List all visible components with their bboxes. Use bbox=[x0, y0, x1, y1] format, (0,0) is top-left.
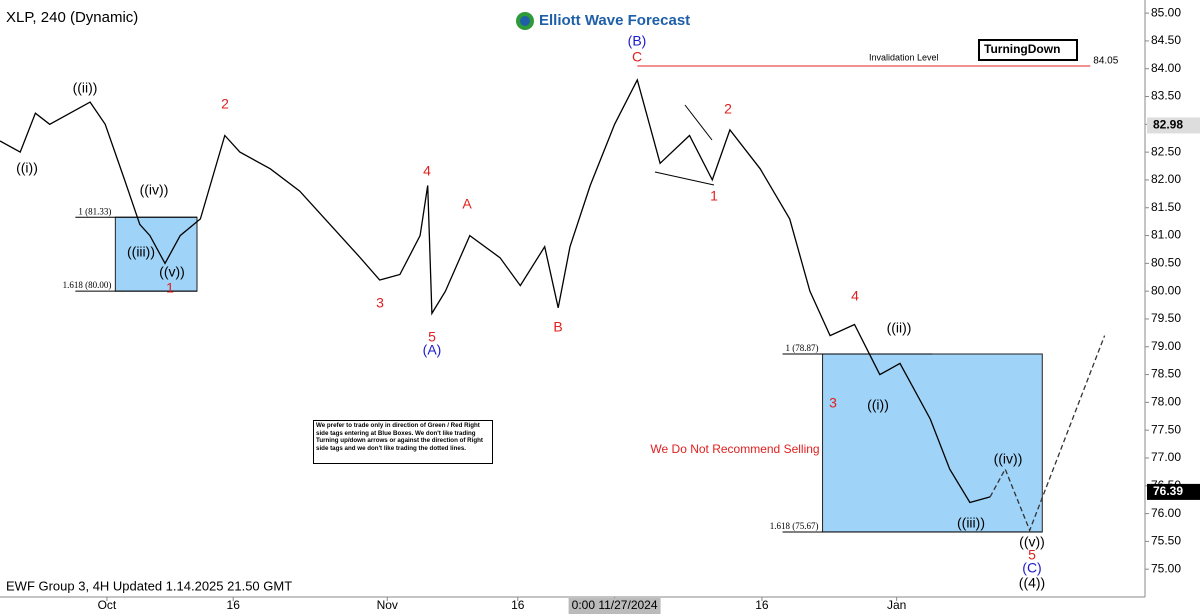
y-tick-label: 78.50 bbox=[1151, 367, 1181, 381]
wave-label: 3 bbox=[829, 395, 837, 411]
wave-label: ((ii)) bbox=[887, 320, 912, 336]
y-tick-label: 82.00 bbox=[1151, 172, 1181, 186]
brand: Elliott Wave Forecast bbox=[539, 12, 690, 29]
wave-label: ((iv)) bbox=[140, 182, 169, 198]
triangle-line bbox=[684, 104, 713, 141]
y-tick-label: 82.50 bbox=[1151, 144, 1181, 158]
warning: We Do Not Recommend Selling bbox=[650, 442, 819, 456]
x-tick-label: Jan bbox=[887, 598, 906, 612]
y-tick-label: 77.50 bbox=[1151, 422, 1181, 436]
wave-label: 4 bbox=[851, 288, 859, 304]
wave-label: ((iii)) bbox=[957, 515, 985, 531]
badge: TurningDown bbox=[984, 42, 1060, 56]
wave-label: (B) bbox=[628, 33, 647, 49]
y-tick-label: 75.50 bbox=[1151, 534, 1181, 548]
price-tag-bg bbox=[1147, 117, 1200, 134]
x-tick-label: Nov bbox=[377, 598, 398, 612]
wave-label: 2 bbox=[221, 96, 229, 112]
y-tick-label: 84.00 bbox=[1151, 61, 1181, 75]
box-label: 1 (81.33) bbox=[78, 206, 111, 216]
box-label: 1.618 (80.00) bbox=[63, 280, 112, 290]
x-tick-label: 16 bbox=[227, 598, 241, 612]
x-tick-label: 16 bbox=[755, 598, 769, 612]
y-tick-label: 77.00 bbox=[1151, 450, 1181, 464]
y-tick-label: 81.00 bbox=[1151, 228, 1181, 242]
x-tick-label: 16 bbox=[511, 598, 525, 612]
footer: EWF Group 3, 4H Updated 1.14.2025 21.50 … bbox=[6, 578, 292, 593]
wave-label: ((iv)) bbox=[994, 451, 1023, 467]
wave-label: ((v)) bbox=[159, 264, 185, 280]
wave-label: 2 bbox=[724, 101, 732, 117]
wave-label: ((4)) bbox=[1019, 575, 1045, 591]
y-tick-label: 79.50 bbox=[1151, 311, 1181, 325]
wave-label: (C) bbox=[1022, 560, 1041, 576]
wave-label: B bbox=[553, 319, 562, 335]
price-tag-bg bbox=[1147, 483, 1200, 500]
price-line bbox=[0, 78, 991, 504]
wave-label: ((iii)) bbox=[127, 244, 155, 260]
box-label: 1 (78.87) bbox=[786, 343, 819, 353]
wave-label: ((i)) bbox=[16, 160, 38, 176]
price-tag: 82.98 bbox=[1153, 118, 1183, 132]
y-tick-label: 78.00 bbox=[1151, 395, 1181, 409]
wave-label: C bbox=[632, 49, 642, 65]
price-tag: 76.39 bbox=[1153, 484, 1183, 498]
note: We prefer to trade only in direction of … bbox=[313, 420, 493, 464]
wave-label: 4 bbox=[423, 163, 431, 179]
box-label: 1.618 (75.67) bbox=[770, 521, 819, 531]
y-tick-label: 79.00 bbox=[1151, 339, 1181, 353]
wave-label: ((v)) bbox=[1019, 534, 1045, 550]
wave-label: ((i)) bbox=[867, 397, 889, 413]
y-tick-label: 76.00 bbox=[1151, 506, 1181, 520]
wave-label: 3 bbox=[376, 295, 384, 311]
wave-label: 1 bbox=[710, 188, 718, 204]
wave-label: 1 bbox=[166, 280, 174, 296]
y-tick-label: 81.50 bbox=[1151, 200, 1181, 214]
wave-label: (A) bbox=[423, 342, 442, 358]
x-tick-label: 0:00 11/27/2024 bbox=[572, 598, 658, 612]
triangle-line bbox=[654, 171, 715, 186]
invalidation-label: Invalidation Level bbox=[869, 52, 939, 62]
chart-title: XLP, 240 (Dynamic) bbox=[6, 9, 138, 26]
y-tick-label: 80.00 bbox=[1151, 283, 1181, 297]
x-tick-label: Oct bbox=[98, 598, 117, 612]
wave-label: A bbox=[462, 196, 472, 212]
y-tick-label: 75.00 bbox=[1151, 561, 1181, 575]
y-tick-label: 83.50 bbox=[1151, 89, 1181, 103]
wave-label: 5 bbox=[1028, 547, 1036, 563]
blue-box bbox=[822, 353, 1043, 533]
y-tick-label: 84.50 bbox=[1151, 33, 1181, 47]
y-tick-label: 85.00 bbox=[1151, 5, 1181, 19]
logo-icon-inner bbox=[520, 16, 530, 26]
blue-box bbox=[114, 216, 198, 292]
invalidation-value: 84.05 bbox=[1093, 56, 1118, 67]
y-tick-label: 80.50 bbox=[1151, 256, 1181, 270]
price-line bbox=[989, 335, 1106, 533]
wave-label: 5 bbox=[428, 329, 436, 345]
crosshair-label-bg bbox=[568, 598, 661, 614]
wave-label: ((ii)) bbox=[73, 80, 98, 96]
badge-box bbox=[978, 39, 1078, 61]
